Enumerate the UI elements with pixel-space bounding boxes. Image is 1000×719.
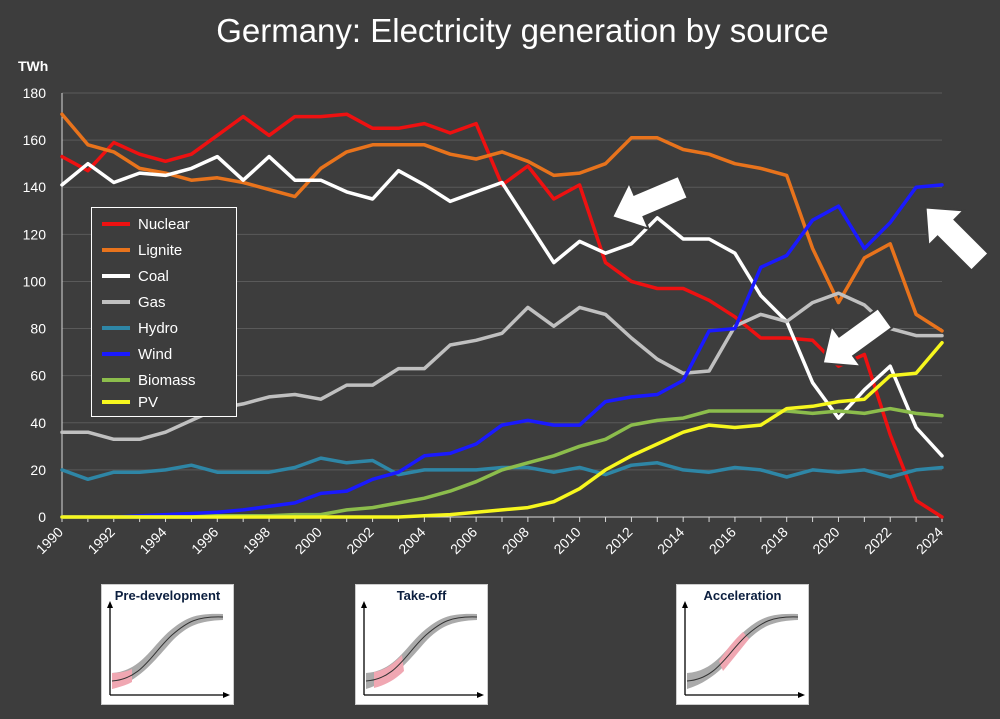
- legend-label: Nuclear: [138, 215, 190, 233]
- x-tick-label: 2006: [447, 524, 480, 557]
- x-tick-label: 2018: [757, 524, 790, 557]
- legend-item: PV: [102, 391, 158, 413]
- x-tick-label: 2010: [550, 524, 583, 557]
- legend-label: Biomass: [138, 371, 196, 389]
- arrow-nuclear-icon: [610, 174, 690, 231]
- y-tick-label: 120: [23, 226, 47, 242]
- arrows: [610, 174, 990, 368]
- phase-card-take-off: Take-off: [355, 584, 488, 705]
- diagram-x-arrow-icon: [798, 692, 805, 698]
- legend-item: Biomass: [102, 369, 196, 391]
- x-tick-label: 2012: [602, 524, 635, 557]
- s-curve-band: [687, 613, 798, 689]
- y-tick-label: 20: [30, 462, 46, 478]
- legend-item: Coal: [102, 265, 169, 287]
- legend-item: Lignite: [102, 239, 182, 261]
- series-line-wind: [60, 183, 944, 519]
- diagram-x-arrow-icon: [223, 692, 230, 698]
- series-line-hydro: [60, 456, 944, 482]
- s-curve-diagram: [107, 601, 230, 698]
- x-tick-label: 2000: [292, 524, 325, 557]
- y-axis-unit: TWh: [18, 58, 49, 74]
- s-curve-diagram: [361, 601, 484, 698]
- legend-label: Coal: [138, 267, 169, 285]
- x-tick-label: 2020: [809, 524, 842, 557]
- x-tick-label: 1992: [85, 524, 118, 557]
- phase-highlight: [374, 655, 404, 688]
- x-tick-label: 2016: [706, 524, 739, 557]
- legend-swatch: [102, 300, 130, 304]
- legend-item: Gas: [102, 291, 166, 313]
- y-tick-label: 180: [23, 85, 47, 101]
- phase-label: Acceleration: [703, 588, 782, 603]
- chart-title: Germany: Electricity generation by sourc…: [216, 12, 829, 49]
- phase-label: Pre-development: [114, 588, 221, 603]
- legend-item: Nuclear: [102, 213, 190, 235]
- y-axis-ticks: 0 20 40 60 80 100 120 140 160 180: [23, 85, 47, 525]
- legend-item: Hydro: [102, 317, 178, 339]
- legend-swatch: [102, 326, 130, 330]
- x-tick-label: 2008: [499, 524, 532, 557]
- phase-card-acceleration: Acceleration: [676, 584, 809, 705]
- x-tick-label: 2024: [913, 524, 946, 557]
- x-tick-label: 1990: [33, 524, 66, 557]
- series-line-lignite: [60, 112, 944, 333]
- legend-label: Lignite: [138, 241, 183, 259]
- y-tick-label: 160: [23, 132, 47, 148]
- arrow-wind-icon: [924, 206, 990, 272]
- series-line-coal: [60, 154, 944, 458]
- arrow-coal-icon: [821, 306, 894, 368]
- diagram-y-arrow-icon: [682, 601, 688, 608]
- legend-swatch: [102, 248, 130, 252]
- legend-label: PV: [138, 393, 159, 411]
- diagram-y-arrow-icon: [107, 601, 113, 608]
- x-tick-label: 1998: [240, 524, 273, 557]
- s-curve-diagram: [682, 601, 805, 698]
- legend-swatch: [102, 274, 130, 278]
- legend-swatch: [102, 352, 130, 356]
- legend-item: Wind: [102, 343, 172, 365]
- phase-highlight: [719, 632, 749, 671]
- x-tick-label: 2022: [861, 524, 894, 557]
- y-tick-label: 0: [38, 509, 46, 525]
- x-tick-label: 1994: [136, 524, 169, 557]
- x-tick-label: 2014: [654, 524, 687, 557]
- y-tick-label: 80: [30, 321, 46, 337]
- phase-label: Take-off: [396, 588, 447, 603]
- x-tick-label: 2004: [395, 524, 428, 557]
- legend-label: Wind: [138, 345, 173, 363]
- s-curve: [111, 616, 224, 682]
- chart-legend: Nuclear Lignite Coal Gas Hydro Wind Biom…: [91, 207, 237, 417]
- legend-swatch: [102, 378, 130, 382]
- y-tick-label: 40: [30, 415, 46, 431]
- x-tick-label: 1996: [188, 524, 221, 557]
- y-tick-label: 100: [23, 273, 47, 289]
- legend-swatch: [102, 400, 130, 404]
- phase-card-pre-development: Pre-development: [101, 584, 234, 705]
- s-curve: [686, 616, 799, 682]
- y-tick-label: 140: [23, 179, 47, 195]
- x-axis-ticks: 1990 1992 1994 1996 1998 2000 2002 2004 2006 2008…: [33, 517, 946, 557]
- y-tick-label: 60: [30, 368, 46, 384]
- diagram-x-arrow-icon: [477, 692, 484, 698]
- diagram-y-arrow-icon: [361, 601, 367, 608]
- legend-label: Hydro: [138, 319, 179, 337]
- series-line-pv: [60, 340, 944, 519]
- x-tick-label: 2002: [343, 524, 376, 557]
- legend-swatch: [102, 222, 130, 226]
- legend-label: Gas: [138, 293, 166, 311]
- s-curve: [365, 616, 478, 682]
